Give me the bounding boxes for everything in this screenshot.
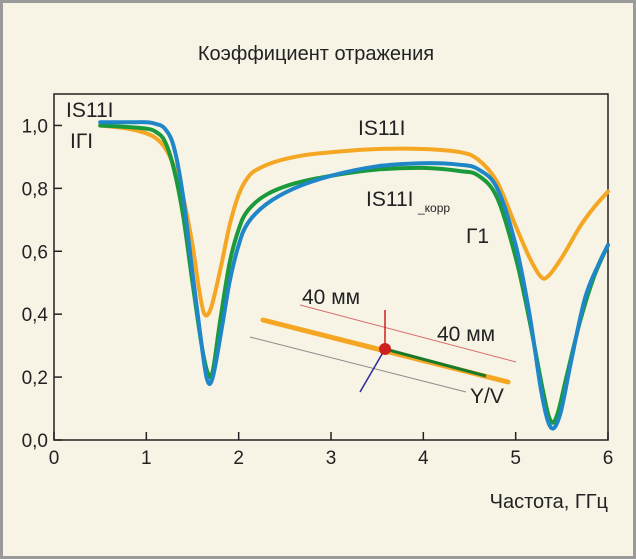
x-tick-label: 1 <box>141 448 152 469</box>
label-dim-upper: 40 мм <box>302 286 360 309</box>
inset-dim-line-upper <box>299 304 517 363</box>
chart-title: Коэффициент отражения <box>198 43 434 65</box>
x-tick-label: 5 <box>510 448 521 469</box>
y-tick-label: 0,6 <box>22 242 48 263</box>
inset-sketch <box>249 304 517 393</box>
y-tick-label: 0,4 <box>22 305 49 326</box>
x-tick-label: 0 <box>49 448 60 469</box>
label-s11-mid: IS11I <box>358 117 405 140</box>
inset-green-strip <box>384 347 487 378</box>
x-tick-label: 4 <box>418 448 429 469</box>
y-tick-label: 0,8 <box>22 179 48 200</box>
series-lines <box>98 120 610 431</box>
label-g1: Г1 <box>466 225 489 248</box>
label-s11-corr: IS11I <box>366 188 413 211</box>
y-tick-label: 1,0 <box>22 116 48 137</box>
x-tick-label: 3 <box>326 448 337 469</box>
series-line-gamma <box>98 123 610 425</box>
label-s11-corr-sub: _корр <box>417 201 450 215</box>
inset-feed-point <box>379 343 391 355</box>
label-yv: Y/V <box>470 385 504 408</box>
series-line-s11-corr <box>98 120 610 431</box>
tick-labels: 0 1 2 3 4 5 6 0,0 0,2 0,4 0,6 0,8 1,0 <box>22 116 614 469</box>
x-axis-label: Частота, ГГц <box>490 491 608 513</box>
axes <box>53 93 609 441</box>
annotations: IS11I IГI IS11I IS11I _корр Г1 40 мм 40 … <box>66 99 504 408</box>
label-s11-top: IS11I <box>66 99 113 122</box>
label-gamma-top: IГI <box>70 130 93 153</box>
x-tick-label: 2 <box>233 448 244 469</box>
label-dim-lower: 40 мм <box>437 323 495 346</box>
x-tick-label: 6 <box>603 448 614 469</box>
inset-purple-axis <box>359 348 386 393</box>
y-tick-label: 0,0 <box>22 431 48 452</box>
inset-dim-line-lower <box>249 336 467 393</box>
y-tick-label: 0,2 <box>22 368 48 389</box>
plot-area-border <box>53 93 609 441</box>
